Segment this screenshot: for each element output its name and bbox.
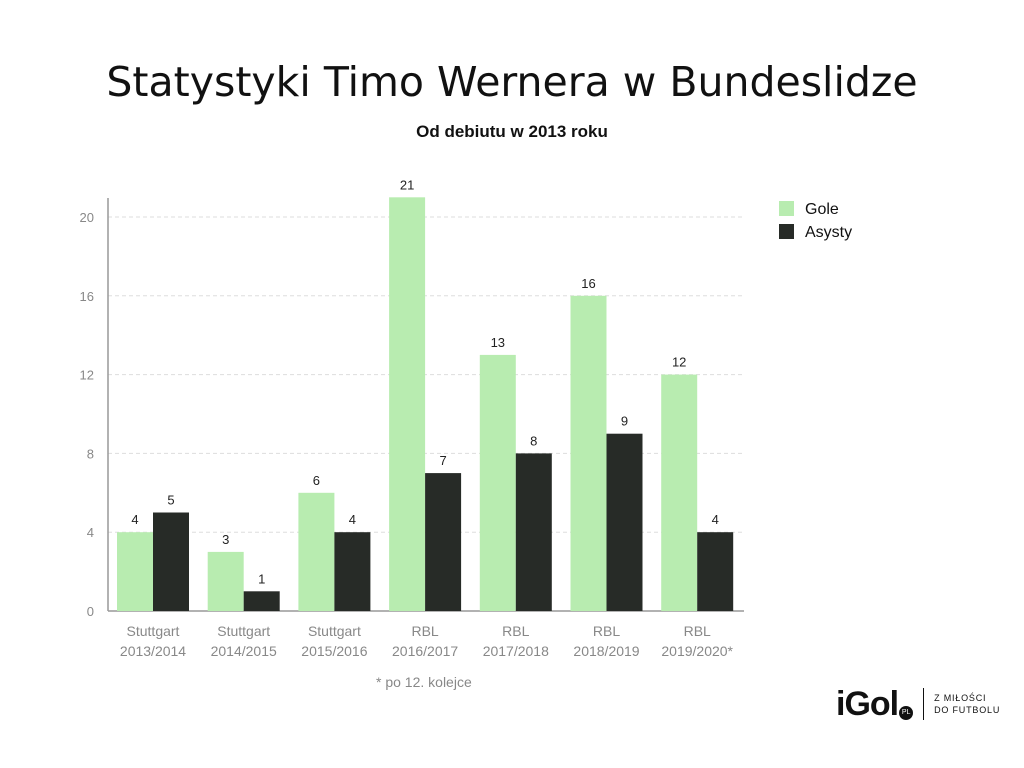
data-label: 7 [439, 453, 446, 468]
bar-gole [570, 295, 607, 611]
bar-gole [661, 374, 698, 611]
y-tick-label: 0 [87, 604, 94, 619]
bar-asysty [243, 591, 280, 611]
x-tick-label-team: Stuttgart [127, 623, 180, 639]
x-tick-label-team: RBL [502, 623, 529, 639]
bar-gole [207, 551, 244, 611]
igol-logo[interactable]: iGol PL Z MIŁOŚCI DO FUTBOLU [836, 684, 1000, 723]
data-label: 4 [349, 512, 356, 527]
x-tick-label-season: 2014/2015 [211, 643, 277, 659]
y-tick-label: 16 [80, 289, 94, 304]
data-label: 6 [313, 473, 320, 488]
data-label: 5 [167, 493, 174, 508]
bar-asysty [606, 433, 643, 611]
chart-title: Statystyki Timo Wernera w Bundeslidze [106, 58, 918, 106]
data-label: 1 [258, 571, 265, 586]
y-tick-label: 20 [80, 210, 94, 225]
x-tick-label-season: 2013/2014 [120, 643, 186, 659]
x-tick-label-team: RBL [411, 623, 438, 639]
bar-gole [117, 532, 153, 611]
x-tick-label-season: 2017/2018 [483, 643, 549, 659]
data-label: 4 [131, 512, 138, 527]
data-label: 9 [621, 414, 628, 429]
bar-asysty [515, 453, 552, 611]
bar-asysty [425, 473, 462, 611]
y-tick-label: 8 [87, 446, 94, 461]
bar-gole [389, 197, 426, 612]
x-tick-label-team: Stuttgart [308, 623, 361, 639]
footnote: * po 12. kolejce [376, 674, 472, 690]
legend-swatch-asysty [779, 224, 794, 239]
chart-subtitle: Od debiutu w 2013 roku [416, 122, 608, 141]
logo-badge: PL [899, 706, 914, 720]
x-tick-label-season: 2018/2019 [573, 643, 639, 659]
data-label: 4 [712, 512, 719, 527]
bar-asysty [697, 532, 734, 611]
data-label: 21 [400, 177, 414, 192]
legend-label-gole: Gole [805, 201, 839, 218]
logo-divider [923, 688, 925, 720]
bar-gole [479, 354, 516, 611]
logo-tagline-line1: Z MIŁOŚCI [934, 693, 987, 703]
data-label: 12 [672, 355, 686, 370]
data-label: 13 [491, 335, 505, 350]
data-label: 8 [530, 433, 537, 448]
y-tick-label: 4 [87, 525, 94, 540]
y-tick-label: 12 [80, 368, 94, 383]
bar-gole [298, 492, 335, 611]
x-tick-label-season: 2015/2016 [301, 643, 367, 659]
logo-tagline: Z MIŁOŚCI DO FUTBOLU [934, 692, 1000, 716]
logo-tagline-line2: DO FUTBOLU [934, 705, 1001, 715]
x-tick-label-team: RBL [593, 623, 620, 639]
x-tick-label-season: 2016/2017 [392, 643, 458, 659]
logo-wordmark: iGol [836, 684, 899, 723]
data-label: 3 [222, 532, 229, 547]
x-tick-label-team: RBL [684, 623, 711, 639]
legend-swatch-gole [779, 201, 794, 216]
x-tick-label-team: Stuttgart [217, 623, 270, 639]
legend-label-asysty: Asysty [805, 224, 852, 241]
x-tick-label-season: 2019/2020* [661, 643, 733, 659]
data-label: 16 [581, 276, 595, 291]
bar-asysty [334, 532, 371, 611]
bar-asysty [153, 512, 189, 611]
